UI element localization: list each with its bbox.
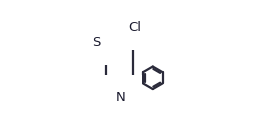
Text: N: N xyxy=(112,18,122,31)
Text: Cl: Cl xyxy=(128,21,141,34)
Text: S: S xyxy=(92,36,100,49)
Text: N: N xyxy=(116,91,126,104)
